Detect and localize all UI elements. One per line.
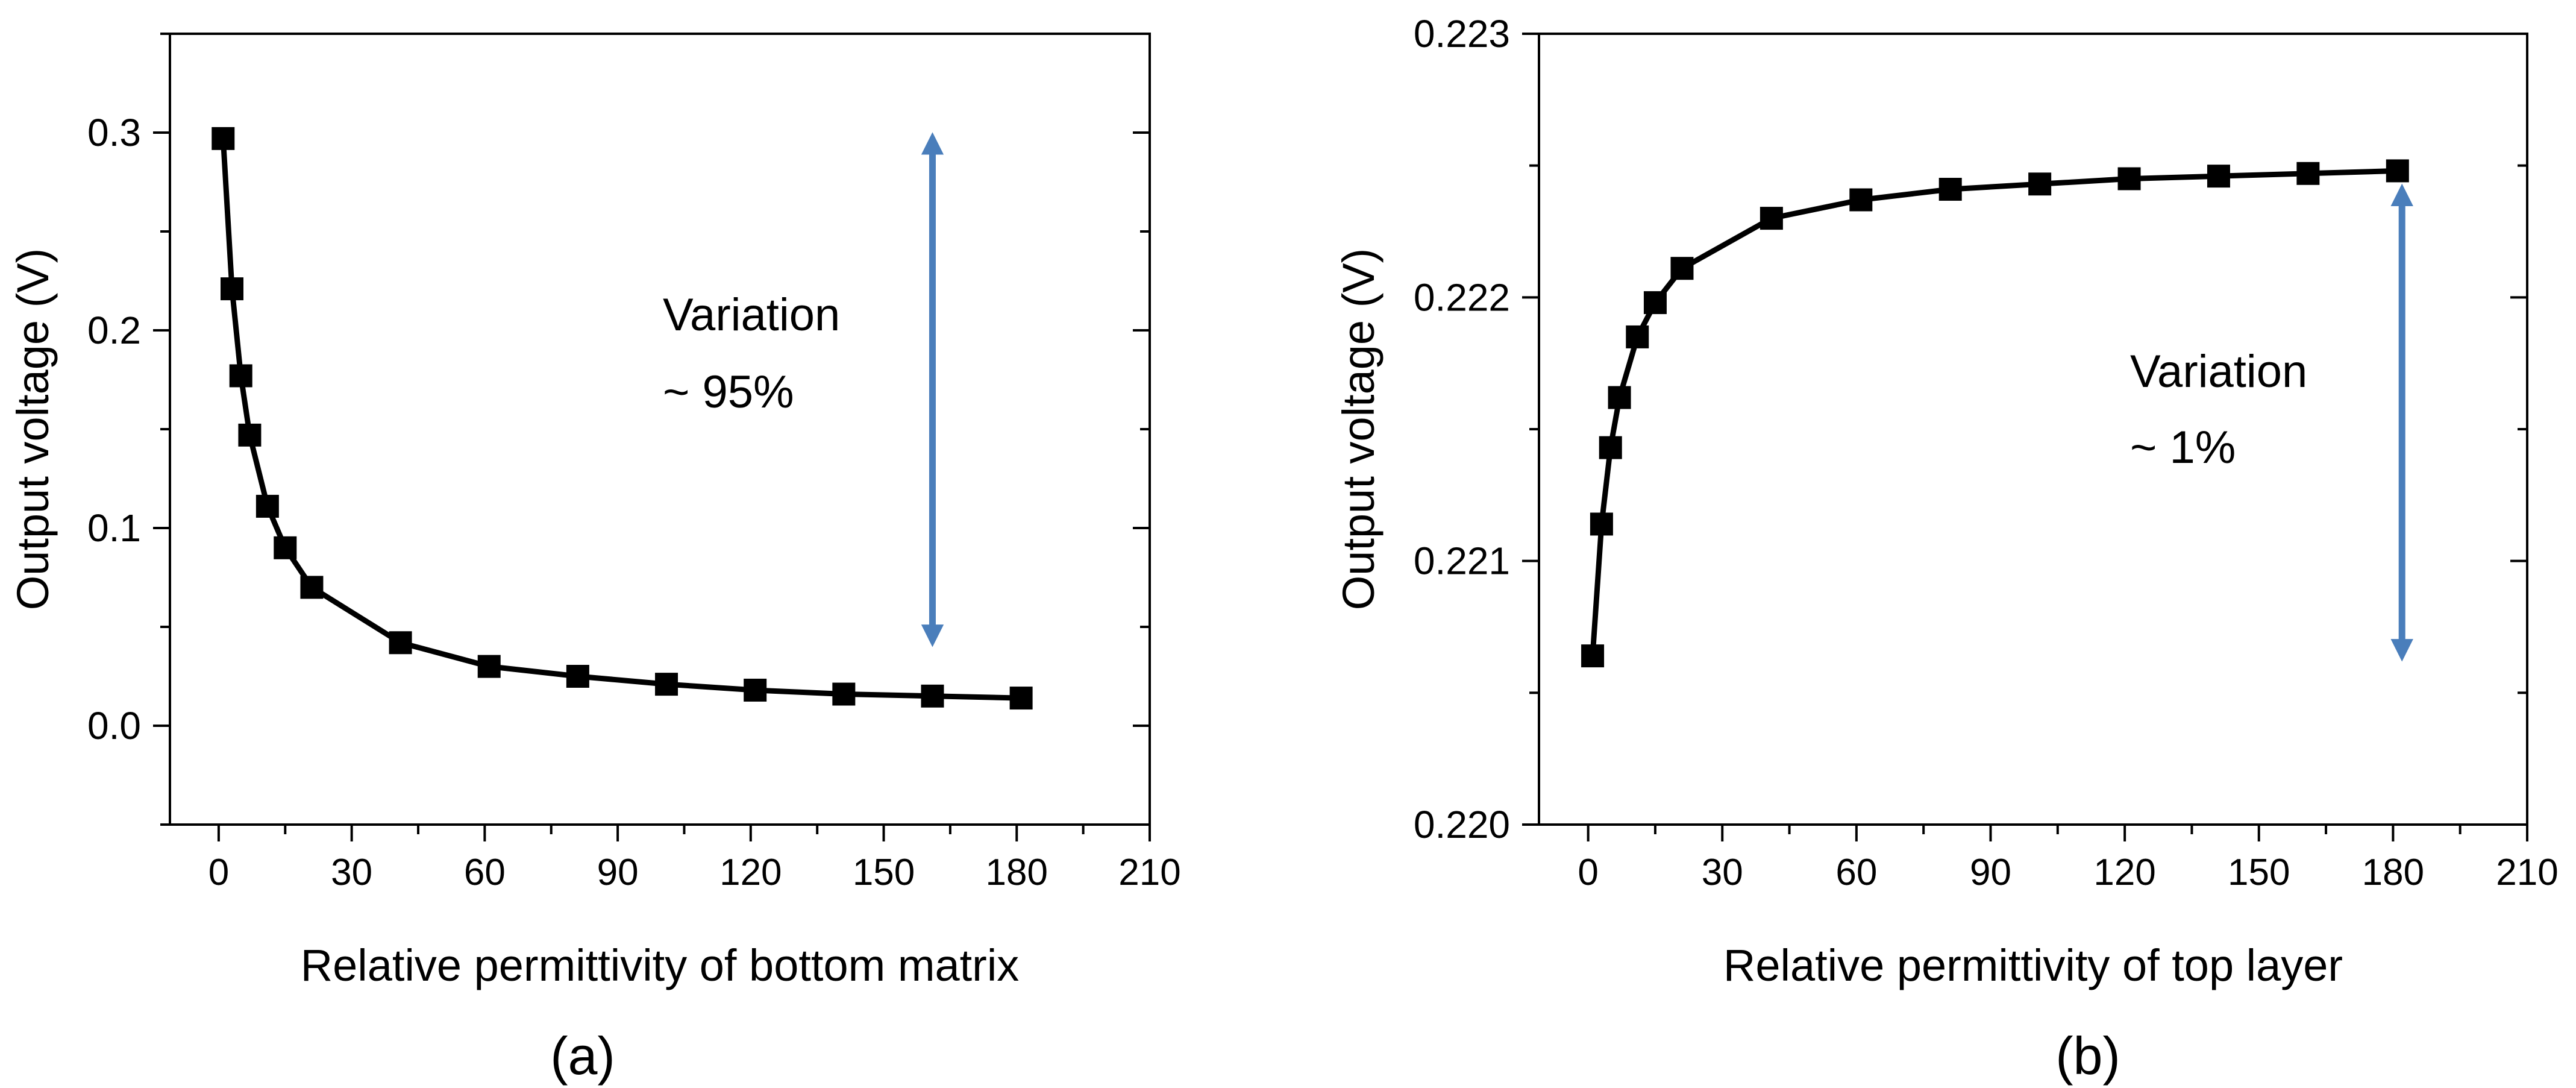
y-axis-label: Output voltage (V)	[8, 248, 58, 611]
data-point	[274, 536, 297, 559]
y-tick-label: 0.223	[1414, 12, 1510, 55]
variation-label: Variation	[2130, 346, 2307, 397]
x-tick-label: 210	[2496, 852, 2558, 893]
data-point	[566, 665, 589, 688]
data-point	[389, 631, 412, 655]
x-tick-label: 60	[464, 852, 506, 893]
x-tick-label: 0	[1578, 852, 1598, 893]
variation-value: ~ 1%	[2130, 422, 2236, 473]
data-point	[1590, 512, 1613, 536]
data-point	[1849, 188, 1873, 212]
y-tick-label: 0.3	[87, 111, 141, 154]
data-point	[212, 127, 235, 150]
x-axis-label: Relative permittivity of bottom matrix	[301, 940, 1020, 990]
x-axis-label: Relative permittivity of top layer	[1723, 940, 2343, 990]
data-point	[2296, 162, 2320, 185]
data-point	[2028, 172, 2052, 196]
data-point	[1608, 386, 1631, 409]
x-tick-label: 210	[1118, 852, 1180, 893]
variation-value: ~ 95%	[663, 366, 794, 418]
y-tick-labels: 0.220 0.221 0.222 0.223	[1414, 12, 1510, 846]
y-tick-labels: 0.0 0.1 0.2 0.3	[87, 111, 141, 747]
data-point	[1581, 644, 1605, 668]
data-point	[221, 277, 244, 301]
data-point	[300, 576, 324, 599]
data-layer	[212, 127, 1033, 710]
x-tick-label: 30	[331, 852, 372, 893]
x-tick-label: 150	[2228, 852, 2290, 893]
data-point	[2386, 159, 2409, 183]
x-tick-label: 180	[2362, 852, 2424, 893]
y-tick-label: 0.222	[1414, 275, 1510, 319]
data-point	[2117, 167, 2141, 190]
plot-frame	[1538, 33, 2528, 826]
data-point	[238, 423, 262, 447]
data-point	[832, 682, 856, 706]
chart-panel-b: 0 30 60 90 120 150 180 210 0.220 0.221 0.222 0.223…	[1333, 12, 2559, 1086]
data-point	[1760, 207, 1783, 230]
data-point	[655, 673, 678, 696]
data-point	[2207, 165, 2230, 188]
x-tick-label: 30	[1702, 852, 1743, 893]
y-axis-label: Output voltage (V)	[1333, 248, 1384, 611]
data-point	[744, 678, 767, 702]
x-tick-label: 0	[208, 852, 229, 893]
series-line	[1590, 168, 2398, 656]
x-tick-label: 90	[597, 852, 639, 893]
series-line	[220, 138, 1021, 701]
data-point	[477, 655, 501, 678]
y-tick-label: 0.2	[87, 309, 141, 352]
panel-label: (b)	[2055, 1026, 2120, 1086]
data-layer	[1581, 159, 2409, 668]
panel-label: (a)	[550, 1026, 615, 1086]
y-tick-label: 0.220	[1414, 803, 1510, 846]
data-point	[1670, 257, 1694, 280]
axis-ticks	[1522, 33, 2528, 841]
data-point	[255, 494, 279, 518]
y-tick-label: 0.1	[87, 506, 141, 550]
data-point	[229, 364, 252, 388]
x-tick-label: 180	[986, 852, 1048, 893]
x-tick-label: 90	[1970, 852, 2011, 893]
data-point	[1643, 291, 1667, 315]
x-tick-label: 150	[853, 852, 915, 893]
data-point	[1626, 325, 1649, 348]
chart-panel-a: 0 30 60 90 120 150 180 210 0.0 0.1 0.2 0.3 Variati…	[8, 33, 1181, 1086]
x-tick-label: 120	[2093, 852, 2155, 893]
data-point	[1009, 687, 1033, 710]
plot-frame	[169, 33, 1151, 826]
axis-ticks	[153, 33, 1151, 841]
data-point	[1938, 178, 1962, 201]
x-tick-label: 60	[1835, 852, 1877, 893]
x-tick-labels: 0 30 60 90 120 150 180 210	[208, 852, 1181, 893]
x-tick-label: 120	[719, 852, 782, 893]
variation-label: Variation	[663, 289, 840, 341]
data-point	[921, 684, 944, 708]
y-tick-label: 0.0	[87, 704, 141, 747]
x-tick-labels: 0 30 60 90 120 150 180 210	[1578, 852, 2558, 893]
data-point	[1599, 436, 1622, 459]
y-tick-label: 0.221	[1414, 539, 1510, 583]
